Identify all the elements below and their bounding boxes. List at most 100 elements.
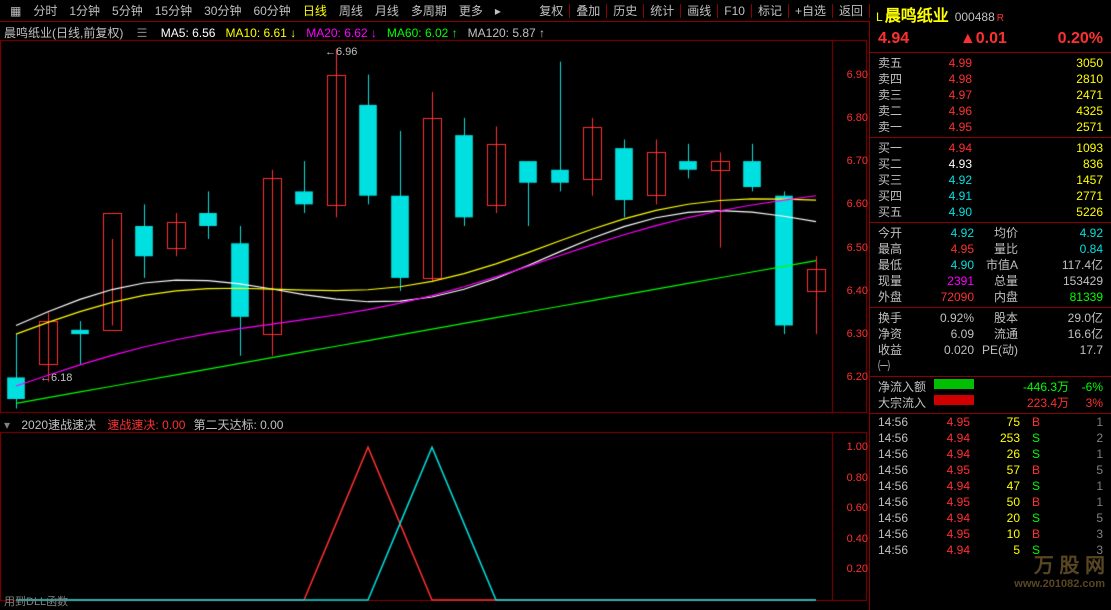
timeframe-7[interactable]: 周线 bbox=[333, 4, 369, 18]
ma-label-3: MA60: 6.02 ↑ bbox=[387, 26, 458, 40]
toolbar-action-4[interactable]: 画线 bbox=[681, 4, 718, 18]
ob-vol: 5226 bbox=[972, 204, 1103, 220]
tick-row: 14:564.94253S2 bbox=[870, 430, 1111, 446]
stat-row: 今开4.92均价4.92 bbox=[870, 225, 1111, 241]
chart-canvas[interactable] bbox=[0, 22, 870, 610]
chart-menu-icon[interactable]: ☰ bbox=[137, 26, 148, 40]
stat-row: 最高4.95量比0.84 bbox=[870, 241, 1111, 257]
tick-time: 14:56 bbox=[878, 510, 920, 526]
timeframe-10[interactable]: 更多 bbox=[453, 4, 489, 18]
tick-bs: B bbox=[1020, 494, 1040, 510]
tick-price: 4.94 bbox=[920, 510, 970, 526]
stat-label2: 量比 bbox=[974, 241, 1018, 257]
tick-list: 14:564.9575B114:564.94253S214:564.9426S1… bbox=[870, 414, 1111, 558]
tick-price: 4.94 bbox=[920, 478, 970, 494]
high-marker: ←6.96 bbox=[325, 46, 357, 58]
toolbar-action-1[interactable]: 叠加 bbox=[570, 4, 607, 18]
stat-label: 今开 bbox=[878, 225, 912, 241]
ob-label: 卖三 bbox=[878, 87, 912, 103]
tick-price: 4.95 bbox=[920, 494, 970, 510]
toolbar-action-6[interactable]: 标记 bbox=[752, 4, 789, 18]
stat-label2: 总量 bbox=[974, 273, 1018, 289]
stat-val2: 4.92 bbox=[1018, 225, 1103, 241]
last-price: 4.94 bbox=[878, 30, 909, 48]
low-marker: ←6.18 bbox=[40, 372, 72, 384]
tick-cnt: 5 bbox=[1040, 462, 1103, 478]
toolbar-action-7[interactable]: +自选 bbox=[789, 4, 833, 18]
main-y-tick: 6.90 bbox=[834, 69, 868, 81]
ob-label: 买五 bbox=[878, 204, 912, 220]
stat-label: 最低 bbox=[878, 257, 912, 273]
ob-vol: 2810 bbox=[972, 71, 1103, 87]
stat-val1: 0.020 bbox=[912, 342, 974, 374]
main-y-tick: 6.80 bbox=[834, 112, 868, 124]
toolbar-action-0[interactable]: 复权 bbox=[533, 4, 570, 18]
stat-val2: 153429 bbox=[1018, 273, 1103, 289]
orderbook-row: 卖五4.993050 bbox=[870, 55, 1111, 71]
stat-val2: 0.84 bbox=[1018, 241, 1103, 257]
tick-bs: B bbox=[1020, 526, 1040, 542]
toolbar-action-5[interactable]: F10 bbox=[718, 4, 752, 18]
stat-label: 换手 bbox=[878, 310, 912, 326]
timeframe-5[interactable]: 60分钟 bbox=[247, 4, 296, 18]
sub-expand-icon[interactable]: ▾ bbox=[4, 418, 10, 432]
main-y-tick: 6.20 bbox=[834, 371, 868, 383]
stat-label2: 市值A bbox=[974, 257, 1018, 273]
right-panel: L 晨鸣纸业 000488 R 4.94 ▲0.01 0.20% 卖五4.993… bbox=[870, 0, 1111, 610]
toolbar-more-icon[interactable]: ▸ bbox=[489, 0, 507, 22]
timeframe-1[interactable]: 1分钟 bbox=[63, 4, 106, 18]
tick-vol: 10 bbox=[970, 526, 1020, 542]
ma-label-1: MA10: 6.61 ↓ bbox=[225, 26, 296, 40]
stat-label2: 股本 bbox=[974, 310, 1018, 326]
flow-bar bbox=[934, 395, 974, 405]
timeframe-8[interactable]: 月线 bbox=[369, 4, 405, 18]
toolbar-action-2[interactable]: 历史 bbox=[607, 4, 644, 18]
tick-vol: 20 bbox=[970, 510, 1020, 526]
stat-val2: 117.4亿 bbox=[1018, 257, 1103, 273]
flow-row: 净流入额-446.3万-6% bbox=[870, 379, 1111, 395]
flow-val: 223.4万 bbox=[974, 395, 1069, 411]
ob-vol: 1457 bbox=[972, 172, 1103, 188]
timeframe-3[interactable]: 15分钟 bbox=[149, 4, 198, 18]
timeframe-6[interactable]: 日线 bbox=[297, 4, 333, 18]
toolbar-action-8[interactable]: 返回 bbox=[833, 4, 870, 18]
tick-vol: 26 bbox=[970, 446, 1020, 462]
stat-row: 净资6.09流通16.6亿 bbox=[870, 326, 1111, 342]
timeframe-4[interactable]: 30分钟 bbox=[198, 4, 247, 18]
tick-bs: B bbox=[1020, 462, 1040, 478]
tick-row: 14:564.9426S1 bbox=[870, 446, 1111, 462]
tick-row: 14:564.9447S1 bbox=[870, 478, 1111, 494]
top-toolbar: ▦ 分时1分钟5分钟15分钟30分钟60分钟日线周线月线多周期更多 ▸ 复权叠加… bbox=[0, 0, 870, 22]
main-y-tick: 6.60 bbox=[834, 198, 868, 210]
ob-label: 卖五 bbox=[878, 55, 912, 71]
ob-label: 卖二 bbox=[878, 103, 912, 119]
stat-row: 现量2391总量153429 bbox=[870, 273, 1111, 289]
timeframe-2[interactable]: 5分钟 bbox=[106, 4, 149, 18]
timeframe-0[interactable]: 分时 bbox=[27, 4, 63, 18]
flow-pct: 3% bbox=[1069, 395, 1103, 411]
price-change: ▲0.01 bbox=[960, 30, 1007, 48]
price-row: 4.94 ▲0.01 0.20% bbox=[870, 28, 1111, 53]
stock-code: 000488 bbox=[955, 10, 995, 24]
stat-label2: 流通 bbox=[974, 326, 1018, 342]
tick-vol: 5 bbox=[970, 542, 1020, 558]
tick-vol: 57 bbox=[970, 462, 1020, 478]
ob-price: 4.95 bbox=[912, 119, 972, 135]
main-y-tick: 6.50 bbox=[834, 242, 868, 254]
sub-indicator-1: 第二天达标: 0.00 bbox=[193, 418, 283, 432]
ob-label: 卖四 bbox=[878, 71, 912, 87]
tick-time: 14:56 bbox=[878, 542, 920, 558]
orderbook-row: 买五4.905226 bbox=[870, 204, 1111, 220]
ob-vol: 4325 bbox=[972, 103, 1103, 119]
orderbook-row: 卖二4.964325 bbox=[870, 103, 1111, 119]
ob-label: 买四 bbox=[878, 188, 912, 204]
timeframe-9[interactable]: 多周期 bbox=[405, 4, 453, 18]
tick-bs: S bbox=[1020, 446, 1040, 462]
ob-label: 卖一 bbox=[878, 119, 912, 135]
toolbar-grid-icon[interactable]: ▦ bbox=[4, 0, 27, 22]
tick-time: 14:56 bbox=[878, 526, 920, 542]
toolbar-action-3[interactable]: 统计 bbox=[644, 4, 681, 18]
ob-price: 4.99 bbox=[912, 55, 972, 71]
ma-label-4: MA120: 5.87 ↑ bbox=[468, 26, 545, 40]
tick-price: 4.95 bbox=[920, 414, 970, 430]
